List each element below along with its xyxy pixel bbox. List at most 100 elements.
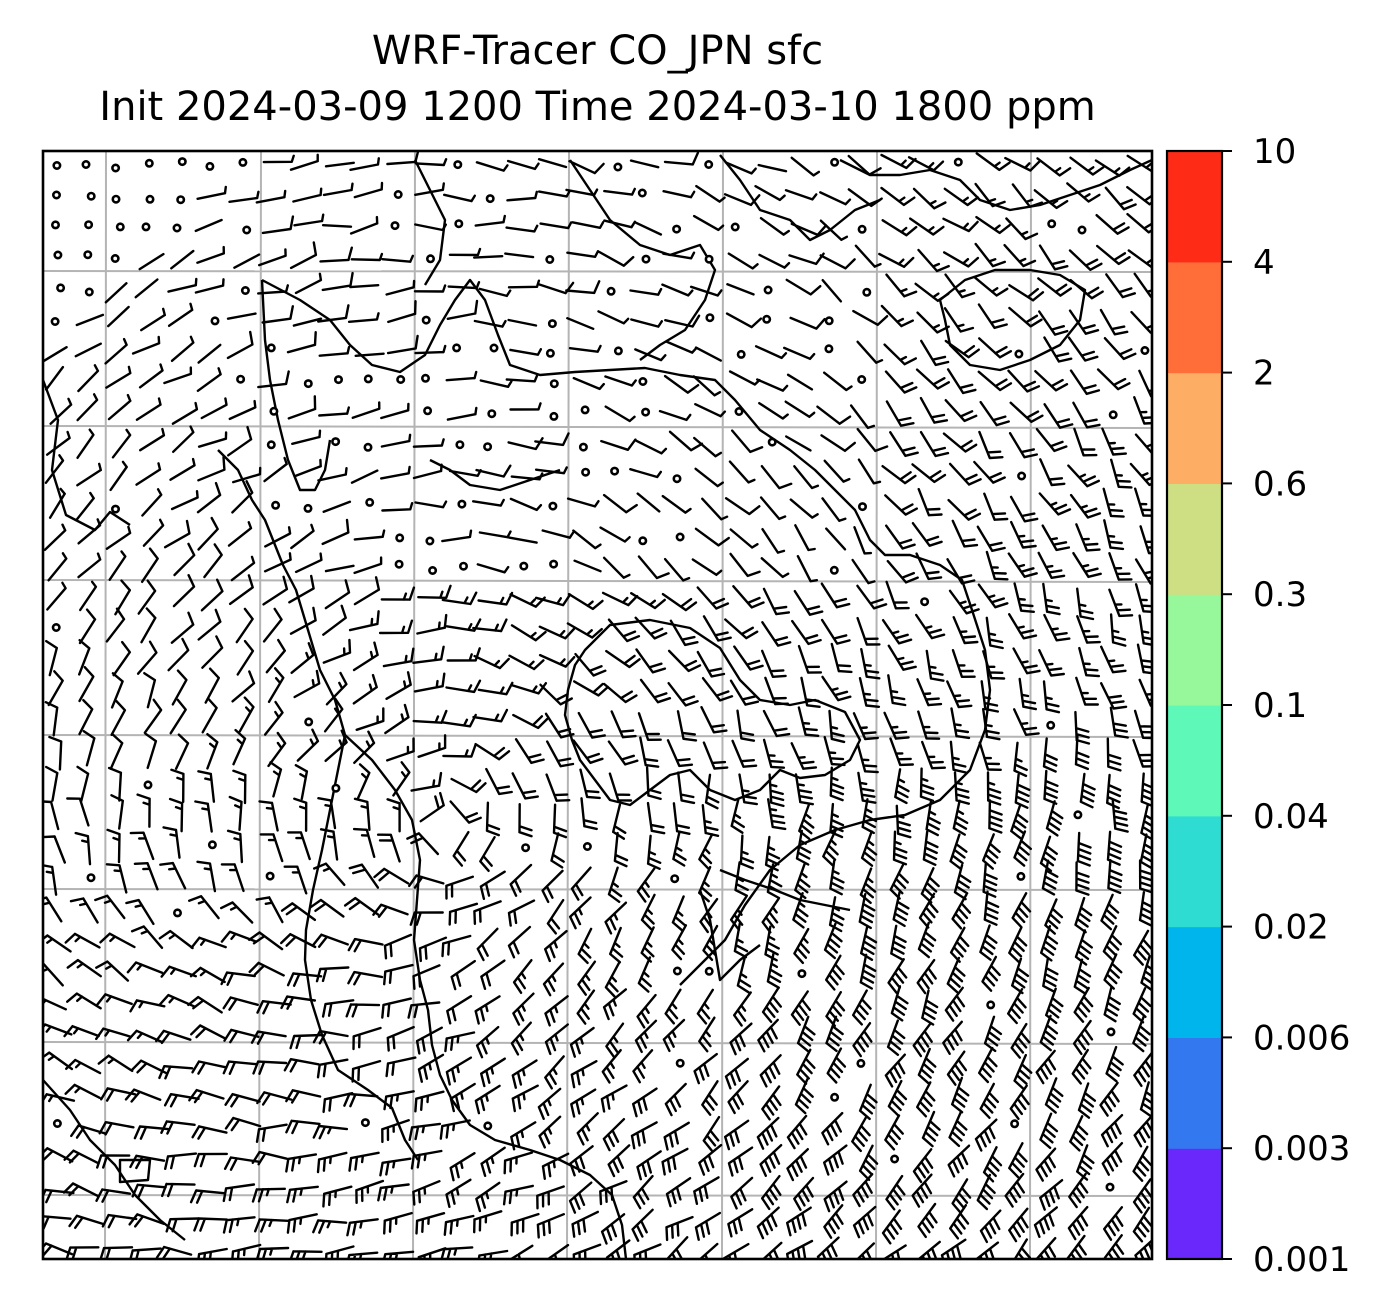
calm-marker bbox=[454, 219, 464, 229]
calm-marker bbox=[51, 622, 61, 632]
calm-marker bbox=[797, 969, 807, 979]
wind-barb bbox=[356, 763, 371, 800]
wind-barb bbox=[635, 439, 668, 455]
wind-barb bbox=[1037, 277, 1073, 297]
wind-barb bbox=[511, 1059, 538, 1089]
wind-barb bbox=[143, 698, 163, 734]
wind-barb bbox=[632, 1175, 654, 1210]
wind-barb bbox=[860, 830, 878, 867]
wind-barb bbox=[419, 791, 445, 823]
wind-barb bbox=[248, 931, 284, 951]
wind-barb bbox=[579, 768, 601, 800]
wind-barb bbox=[1132, 987, 1152, 1024]
calm-marker bbox=[856, 1058, 866, 1068]
wind-barb bbox=[609, 926, 624, 964]
calm-marker bbox=[580, 405, 590, 415]
wind-barb bbox=[172, 574, 196, 608]
wind-barb bbox=[406, 832, 440, 856]
wind-barb bbox=[756, 378, 789, 392]
wind-barb bbox=[694, 527, 730, 547]
wind-barb bbox=[568, 344, 602, 353]
wind-barb bbox=[916, 958, 937, 995]
wind-barb bbox=[1074, 735, 1090, 771]
wind-barb bbox=[1101, 427, 1127, 456]
wind-barb bbox=[1076, 1144, 1095, 1181]
wind-barb bbox=[43, 800, 60, 831]
wind-barb bbox=[852, 309, 889, 326]
colorbar: 0.001 0.003 0.006 0.02 0.04 0.1 0.3 0.6 2 4 10 bbox=[1165, 132, 1350, 1280]
wind-barb bbox=[292, 187, 323, 203]
calm-marker bbox=[176, 195, 186, 205]
wind-barb bbox=[736, 957, 752, 994]
wind-barb bbox=[921, 989, 939, 1026]
wind-barb bbox=[1134, 433, 1152, 455]
wind-barb bbox=[510, 1121, 537, 1151]
wind-barb bbox=[476, 563, 510, 574]
calm-marker bbox=[428, 565, 438, 575]
wind-barb bbox=[884, 494, 918, 516]
wind-barb bbox=[574, 652, 607, 677]
wind-barb bbox=[476, 927, 499, 962]
calm-marker bbox=[613, 162, 623, 172]
wind-barb bbox=[852, 1173, 874, 1208]
wind-barb bbox=[94, 894, 126, 920]
wind-barb bbox=[762, 587, 791, 616]
wind-barb bbox=[823, 1144, 848, 1176]
wind-barb bbox=[138, 252, 165, 271]
wind-barb bbox=[887, 958, 908, 994]
wind-barb bbox=[502, 1184, 534, 1206]
wind-barb bbox=[289, 153, 319, 171]
calm-marker bbox=[360, 1118, 370, 1128]
wind-barb bbox=[881, 219, 918, 237]
wind-barb bbox=[350, 252, 384, 262]
wind-barb bbox=[886, 559, 919, 584]
calm-marker bbox=[1017, 471, 1027, 481]
wind-barb bbox=[1140, 772, 1152, 808]
wind-barb bbox=[1005, 217, 1039, 241]
wind-barb bbox=[599, 526, 631, 543]
wind-barb bbox=[76, 428, 95, 459]
wind-barb bbox=[228, 574, 254, 606]
colorbar-band bbox=[1167, 151, 1222, 263]
wind-barb bbox=[976, 1173, 996, 1211]
wind-barb bbox=[764, 925, 780, 962]
wind-barb bbox=[325, 671, 348, 706]
wind-barb bbox=[414, 1090, 445, 1113]
colorbar-band bbox=[1167, 372, 1222, 484]
wind-barb bbox=[726, 283, 755, 296]
wind-barb bbox=[79, 580, 98, 612]
wind-barb bbox=[445, 1056, 473, 1086]
wind-barb bbox=[983, 1015, 1003, 1053]
wind-barb bbox=[892, 890, 910, 928]
wind-barb bbox=[793, 927, 810, 965]
colorbar-tick-label: 0.04 bbox=[1253, 797, 1329, 837]
calm-marker bbox=[762, 314, 772, 324]
wind-barb bbox=[761, 897, 780, 934]
wind-barb bbox=[292, 317, 323, 327]
wind-barb bbox=[917, 710, 941, 740]
wind-barb bbox=[322, 500, 352, 513]
calm-marker bbox=[638, 536, 648, 546]
wind-barb bbox=[602, 1118, 626, 1152]
wind-barb bbox=[948, 462, 982, 486]
wind-barb bbox=[699, 897, 719, 934]
colorbar-band bbox=[1167, 1148, 1222, 1260]
wind-barb bbox=[510, 1212, 540, 1237]
wind-barb bbox=[78, 666, 95, 703]
wind-barb bbox=[1038, 492, 1072, 516]
wind-barb bbox=[942, 432, 978, 453]
wind-barb bbox=[724, 497, 761, 516]
wind-barb bbox=[415, 1212, 446, 1235]
wind-barb bbox=[662, 1018, 686, 1053]
wind-barb bbox=[847, 188, 883, 208]
wind-barb bbox=[439, 1119, 471, 1140]
wind-barb bbox=[702, 741, 729, 770]
calm-marker bbox=[420, 373, 430, 383]
wind-barb bbox=[509, 402, 542, 411]
wind-barb bbox=[512, 959, 533, 994]
wind-barb bbox=[851, 1116, 871, 1153]
wind-barb bbox=[322, 1185, 353, 1208]
wind-barb bbox=[1013, 830, 1032, 867]
wind-barb bbox=[663, 557, 691, 582]
wind-barb bbox=[881, 619, 913, 645]
